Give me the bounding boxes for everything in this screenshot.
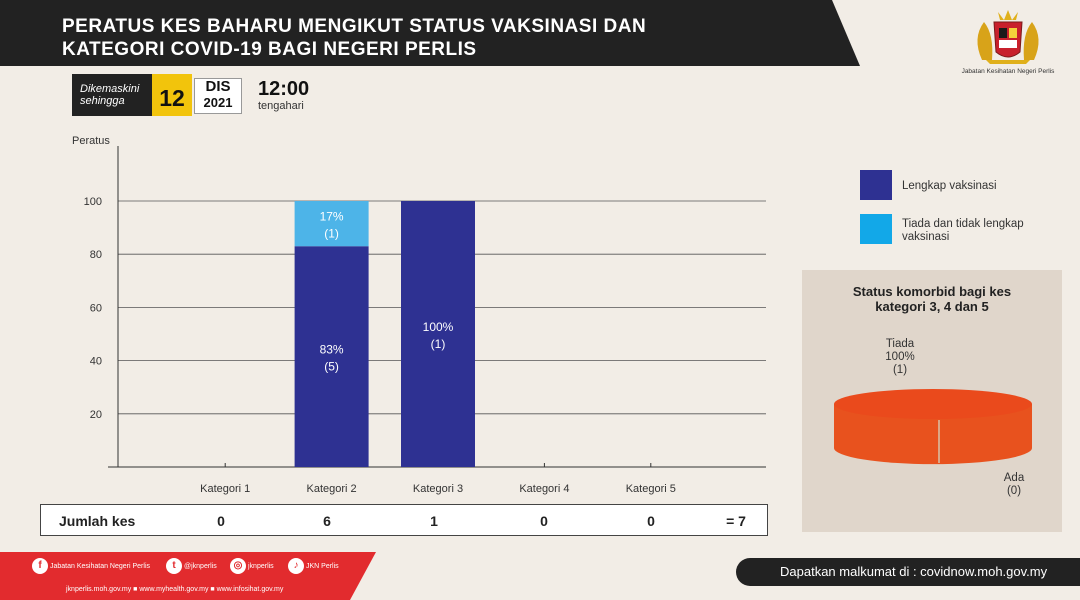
- social-tiktok-text: JKN Perlis: [306, 562, 339, 570]
- pie-label-ada-count: (0): [1006, 485, 1022, 497]
- social-instagram[interactable]: ◎ jknperlis: [230, 558, 274, 574]
- total-kategori-2: 6: [323, 513, 331, 529]
- x-tick-label-4: Kategori 4: [519, 483, 569, 495]
- pie-slice-tiada: [834, 389, 1032, 419]
- update-stamp: Dikemaskini sehingga 12 DIS 2021 12:00 t…: [72, 74, 322, 116]
- y-axis-label: Peratus: [72, 135, 110, 147]
- pie-label-tiada: Tiada 100% (1): [868, 338, 932, 377]
- page-title-line2: KATEGORI COVID-19 BAGI NEGERI PERLIS: [62, 39, 477, 60]
- data-label-pct-partial-2: 17%: [320, 210, 344, 224]
- pie-slice-side: [834, 404, 1032, 465]
- social-facebook[interactable]: f Jabatan Kesihatan Negeri Perlis: [32, 558, 150, 574]
- y-tick-label-40: 40: [90, 356, 102, 368]
- legend-label-full: Lengkap vaksinasi: [902, 180, 997, 192]
- data-label-count-partial-2: (1): [324, 227, 339, 241]
- tiktok-icon: ♪: [288, 558, 304, 574]
- pie-label-tiada-count: (1): [892, 364, 908, 376]
- title-banner: [0, 0, 860, 66]
- instagram-icon: ◎: [230, 558, 246, 574]
- coat-of-arms-icon: [977, 10, 1039, 64]
- calendar-year: 2021: [203, 95, 233, 110]
- y-tick-label-60: 60: [90, 302, 102, 314]
- social-tiktok[interactable]: ♪ JKN Perlis: [288, 558, 339, 574]
- data-label-pct-full-3: 100%: [423, 320, 454, 334]
- legend-label-partial: Tiada dan tidak lengkap vaksinasi: [902, 218, 1024, 243]
- update-label-line2: sehingga: [80, 95, 125, 107]
- pie-chart: [834, 389, 1032, 465]
- x-tick-label-1: Kategori 1: [200, 483, 250, 495]
- x-tick-label-2: Kategori 2: [307, 483, 357, 495]
- footer-info-link[interactable]: Dapatkan malkumat di : covidnow.moh.gov.…: [736, 558, 1080, 586]
- update-time: 12:00: [258, 78, 310, 100]
- pie-title-line2: kategori 3, 4 dan 5: [875, 299, 989, 314]
- pie-label-ada-name: Ada: [1003, 472, 1025, 484]
- footer-websites[interactable]: jknperlis.moh.gov.my ■ www.myhealth.gov.…: [66, 586, 284, 593]
- legend-swatch-partial: [860, 214, 892, 244]
- y-tick-label-100: 100: [84, 196, 102, 208]
- total-kategori-1: 0: [217, 513, 225, 529]
- y-tick-label-20: 20: [90, 409, 102, 421]
- bar-full-kategori-3: [401, 201, 475, 467]
- bar-partial-kategori-2: [294, 201, 369, 247]
- update-label: Dikemaskini sehingga: [72, 74, 152, 116]
- calendar-month-year: DIS 2021: [194, 78, 242, 114]
- data-label-count-full-2: (5): [324, 360, 339, 374]
- x-tick-label-3: Kategori 3: [413, 483, 463, 495]
- total-sum: = 7: [726, 513, 746, 529]
- calendar-month: DIS: [205, 78, 231, 95]
- legend-swatch-full: [860, 170, 892, 200]
- social-instagram-text: jknperlis: [248, 562, 274, 570]
- bar-chart: 20 40 60 80 100 Peratus Kategori 1 Kategori 2 Ka…: [72, 135, 766, 495]
- social-twitter-text: @jknperlis: [184, 562, 217, 570]
- totals-row: Jumlah kes 0 6 1 0 0 = 7: [40, 504, 768, 536]
- total-kategori-5: 0: [647, 513, 655, 529]
- page-title-line1: PERATUS KES BAHARU MENGIKUT STATUS VAKSI…: [62, 16, 647, 37]
- calendar-day: 12: [152, 74, 192, 116]
- x-tick-label-5: Kategori 5: [626, 483, 676, 495]
- bar-full-kategori-2: [294, 246, 369, 467]
- pie-label-tiada-name: Tiada: [885, 338, 915, 350]
- pie-label-tiada-pct: 100%: [885, 351, 915, 363]
- data-label-count-full-3: (1): [431, 337, 446, 351]
- update-label-line1: Dikemaskini: [80, 83, 140, 95]
- total-kategori-4: 0: [540, 513, 548, 529]
- pie-title-line1: Status komorbid bagi kes: [852, 284, 1012, 299]
- data-label-pct-full-2: 83%: [320, 343, 344, 357]
- twitter-icon: t: [166, 558, 182, 574]
- totals-label: Jumlah kes: [59, 513, 136, 529]
- pie-label-ada: Ada (0): [994, 472, 1034, 498]
- pie-title: Status komorbid bagi kes kategori 3, 4 d…: [802, 284, 1062, 314]
- update-ampm: tengahari: [258, 100, 304, 112]
- comorbid-panel: Status komorbid bagi kes kategori 3, 4 d…: [802, 270, 1062, 532]
- social-facebook-text: Jabatan Kesihatan Negeri Perlis: [50, 562, 151, 570]
- facebook-icon: f: [32, 558, 48, 574]
- total-kategori-3: 1: [430, 513, 438, 529]
- social-twitter[interactable]: t @jknperlis: [166, 558, 217, 574]
- logo-caption: Jabatan Kesihatan Negeri Perlis: [961, 68, 1055, 75]
- y-tick-label-80: 80: [90, 249, 102, 261]
- footer-social-bar: f Jabatan Kesihatan Negeri Perlis t @jknpe…: [0, 552, 376, 600]
